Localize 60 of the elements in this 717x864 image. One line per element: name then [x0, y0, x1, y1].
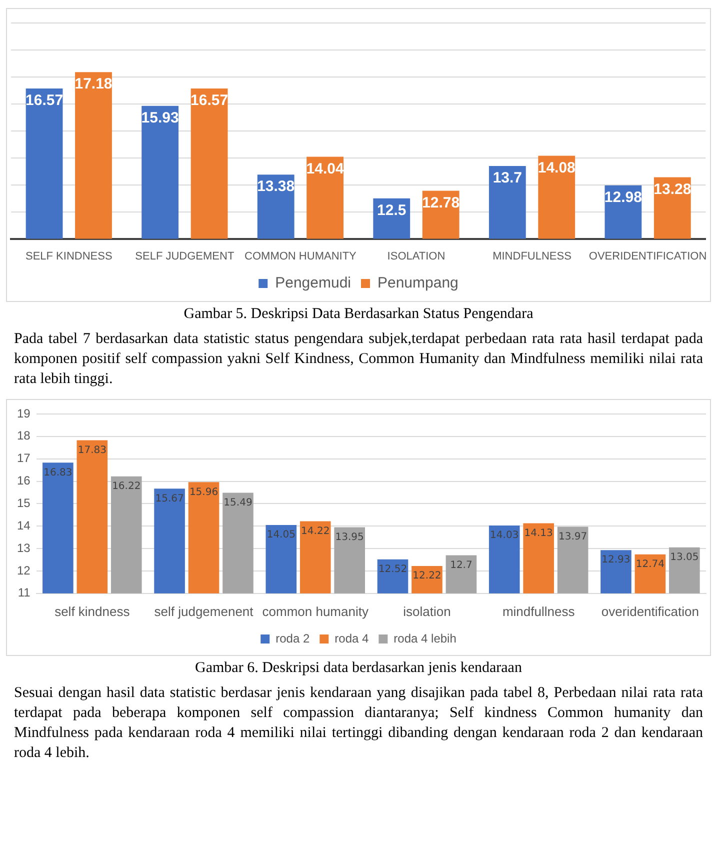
- y-tick-label: 17: [16, 451, 31, 466]
- data-label: 14.04: [306, 160, 344, 178]
- x-tick-label: self judgemenent: [154, 604, 254, 619]
- x-tick-label: ISOLATION: [387, 250, 446, 262]
- x-tick-label: overidentification: [601, 604, 699, 619]
- data-label: 15.96: [189, 486, 218, 498]
- data-label: 12.93: [602, 554, 630, 566]
- data-label: 13.95: [335, 532, 364, 543]
- legend-label: Penumpang: [377, 274, 458, 292]
- y-tick-label: 11: [18, 586, 31, 600]
- y-tick-label: 14: [16, 518, 31, 532]
- x-tick-label: OVERIDENTIFICATION: [588, 250, 707, 262]
- text: Gambar 5. Deskripsi Data Berdasarkan Status Pengendara: [182, 306, 534, 323]
- data-label: 16.57: [26, 92, 64, 110]
- x-tick-label: MINDFULNESS: [492, 250, 572, 262]
- x-tick-label: SELF KINDNESS: [25, 250, 112, 262]
- data-label: 13.97: [558, 531, 588, 542]
- data-label: 15.93: [141, 109, 179, 126]
- legend-label: roda 4 lebih: [394, 631, 456, 646]
- y-tick-label: 16: [16, 474, 31, 488]
- x-tick-label: self kindness: [54, 604, 130, 619]
- x-tick-label: COMMON HUMANITY: [244, 250, 358, 262]
- y-tick-label: 12: [16, 563, 31, 578]
- y-tick-label: 15: [16, 496, 31, 510]
- data-label: 15.67: [155, 493, 184, 504]
- data-label: 14.05: [266, 530, 296, 541]
- data-label: 12.22: [412, 570, 442, 582]
- data-label: 13.28: [654, 180, 692, 198]
- legend-label: Pengemudi: [275, 274, 351, 292]
- text: Gambar 6. Deskripsi data berdasarkan jenis kendaraan: [194, 660, 523, 677]
- data-label: 17.83: [78, 444, 106, 456]
- data-label: 14.08: [538, 159, 576, 176]
- data-label: 13.38: [257, 178, 295, 196]
- y-tick-label: 13: [16, 540, 31, 555]
- data-label: 12.5: [377, 202, 406, 219]
- data-label: 14.03: [490, 530, 519, 542]
- x-tick-label: mindfullness: [502, 604, 576, 619]
- data-label: 17.18: [74, 76, 112, 93]
- data-label: 16.83: [44, 467, 72, 478]
- data-label: 12.98: [604, 189, 642, 206]
- data-label: 14.22: [301, 526, 330, 537]
- data-label: 16.57: [190, 92, 228, 110]
- x-tick-label: isolation: [403, 604, 451, 619]
- data-label: 13.05: [670, 552, 699, 564]
- data-label: 16.22: [112, 480, 141, 492]
- y-tick-label: 19: [16, 406, 31, 420]
- data-label: 12.74: [636, 558, 665, 570]
- data-label: 15.49: [224, 497, 252, 508]
- legend-label: roda 2: [276, 631, 310, 646]
- text: Pada tabel 7 berdasarkan data statistic status pengendara subjek,terdapat perbedaan rata rata hasil terdapat pada komponen positif self compassion yakni Self Kindness, Common Humanity dan Mindfulness memiliki nilai rata rata lebih tinggi.: [14, 330, 703, 389]
- data-label: 12.78: [422, 194, 460, 212]
- data-label: 12.52: [378, 564, 408, 575]
- x-tick-label: common humanity: [262, 604, 369, 619]
- data-label: 12.7: [450, 560, 472, 571]
- text: Sesuai dengan hasil data statistic berdasar jenis kendaraan yang disajikan pada tabel 8, Perbedaan nilai rata rata terdapat pada beberapa komponen self compassion diantaranya; Self kindness Common humanity dan Mindfulness pada kendaraan roda 4 memiliki nilai tertinggi dibanding dengan kendaraan roda 2 dan kendaraan roda 4 lebih.: [14, 684, 703, 763]
- x-tick-label: SELF JUDGEMENT: [135, 250, 234, 262]
- legend-label: roda 4: [334, 631, 369, 646]
- y-tick-label: 18: [16, 428, 31, 443]
- data-label: 13.7: [492, 170, 522, 187]
- data-label: 14.13: [524, 528, 553, 539]
